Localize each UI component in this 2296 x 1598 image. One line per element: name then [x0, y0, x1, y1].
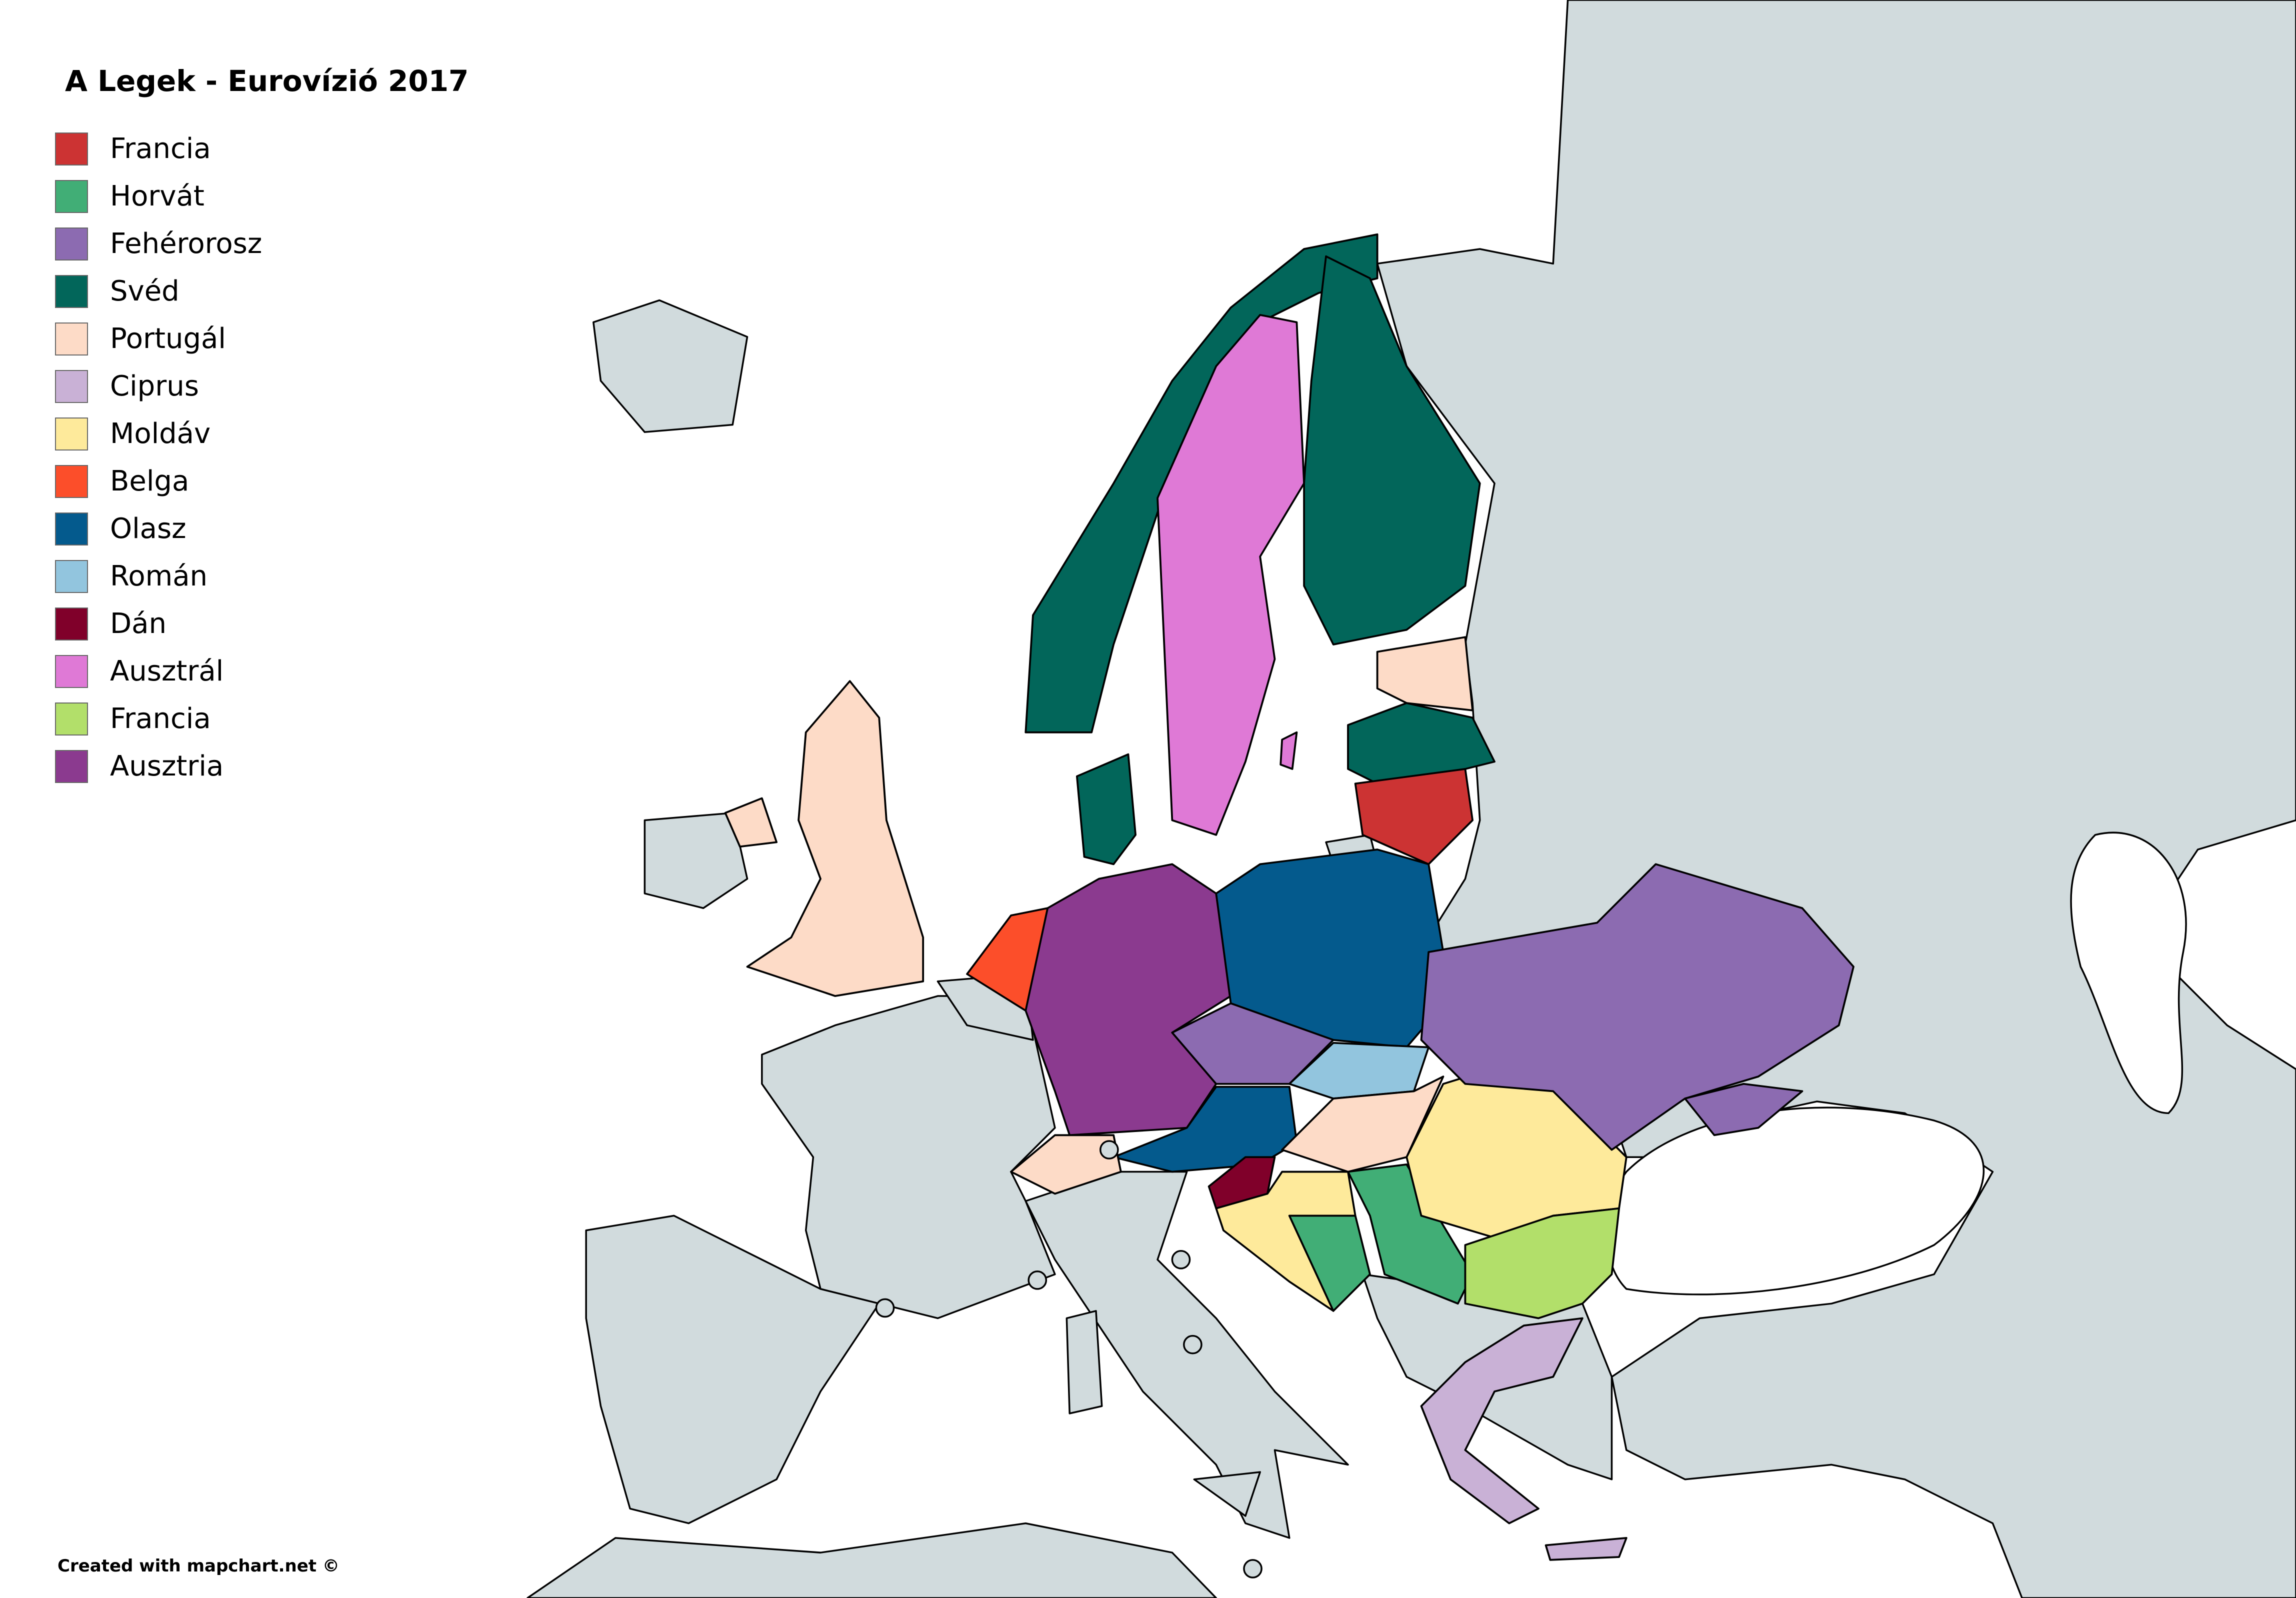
caspian-sea	[2070, 832, 2187, 1114]
legend-swatch	[55, 180, 88, 213]
country-northern-ireland	[724, 797, 778, 848]
microstate-marker	[1100, 1140, 1119, 1160]
microstate-marker	[1028, 1270, 1048, 1290]
legend-label: Ciprus	[110, 370, 199, 402]
land-france	[761, 995, 1056, 1320]
legend-item: Francia	[55, 695, 262, 742]
legend-label: Francia	[110, 702, 211, 735]
legend-item: Moldáv	[55, 410, 262, 458]
land-sardinia	[1066, 1310, 1103, 1414]
legend-swatch	[55, 132, 88, 166]
legend-label: Francia	[110, 132, 211, 165]
legend-item: Román	[55, 552, 262, 600]
legend: Francia Horvát Fehérorosz Svéd Portugál Cipru…	[55, 125, 262, 790]
legend-label: Román	[110, 560, 208, 592]
legend-label: Horvát	[110, 180, 204, 212]
microstate-marker	[1171, 1250, 1191, 1270]
legend-label: Moldáv	[110, 418, 211, 450]
legend-swatch	[55, 417, 88, 450]
country-ukraine	[1420, 863, 1854, 1151]
country-austria	[1112, 1086, 1298, 1173]
country-estonia	[1376, 636, 1474, 712]
legend-swatch	[55, 560, 88, 593]
country-gotland	[1280, 731, 1298, 770]
legend-swatch	[55, 227, 88, 260]
legend-item: Ciprus	[55, 362, 262, 410]
land-ireland	[644, 812, 748, 909]
legend-item: Svéd	[55, 268, 262, 315]
country-bulgaria	[1464, 1207, 1620, 1320]
legend-label: Portugál	[110, 322, 226, 355]
land-iceland	[592, 299, 748, 433]
legend-label: Belga	[110, 465, 190, 498]
legend-swatch	[55, 322, 88, 356]
legend-item: Ausztria	[55, 742, 262, 790]
land-iberia	[585, 1214, 880, 1524]
legend-label: Ausztrál	[110, 655, 224, 688]
country-slovakia	[1288, 1042, 1430, 1100]
country-denmark	[1076, 753, 1136, 866]
microstate-marker	[1243, 1559, 1262, 1578]
legend-label: Dán	[110, 608, 166, 640]
credit-text: Created with mapchart.net ©	[58, 1556, 340, 1576]
legend-swatch	[55, 512, 88, 546]
legend-label: Svéd	[110, 275, 180, 308]
microstate-marker	[1183, 1334, 1202, 1354]
legend-swatch	[55, 654, 88, 688]
legend-item: Ausztrál	[55, 648, 262, 695]
legend-item: Dán	[55, 600, 262, 648]
legend-swatch	[55, 702, 88, 736]
legend-label: Ausztria	[110, 750, 224, 782]
legend-label: Fehérorosz	[110, 228, 262, 260]
legend-item: Portugál	[55, 315, 262, 362]
legend-swatch	[55, 464, 88, 498]
country-lithuania	[1354, 768, 1474, 866]
country-sweden	[1156, 314, 1305, 836]
land-sicily	[1193, 1471, 1261, 1517]
country-germany	[1024, 863, 1232, 1136]
legend-item: Horvát	[55, 172, 262, 220]
map-title: A Legek - Eurovízió 2017	[65, 64, 469, 98]
microstate-marker	[875, 1298, 895, 1318]
land-africa	[526, 1522, 1218, 1598]
legend-swatch	[55, 274, 88, 308]
legend-item: Francia	[55, 125, 262, 172]
legend-item: Belga	[55, 458, 262, 505]
country-bosnia	[1288, 1214, 1371, 1312]
land-italy	[1024, 1170, 1349, 1539]
country-uk	[746, 680, 924, 997]
legend-swatch	[55, 750, 88, 783]
country-finland	[1303, 255, 1481, 646]
country-czechia	[1171, 1002, 1334, 1085]
country-latvia	[1347, 702, 1496, 785]
legend-label: Olasz	[110, 512, 186, 545]
black-sea	[1606, 1106, 1985, 1296]
country-greece	[1420, 1317, 1584, 1524]
legend-item: Olasz	[55, 505, 262, 552]
legend-swatch	[55, 370, 88, 403]
country-crete	[1544, 1536, 1628, 1561]
country-crimea	[1684, 1082, 1804, 1136]
legend-swatch	[55, 607, 88, 640]
legend-item: Fehérorosz	[55, 220, 262, 268]
country-serbia	[1347, 1163, 1474, 1305]
